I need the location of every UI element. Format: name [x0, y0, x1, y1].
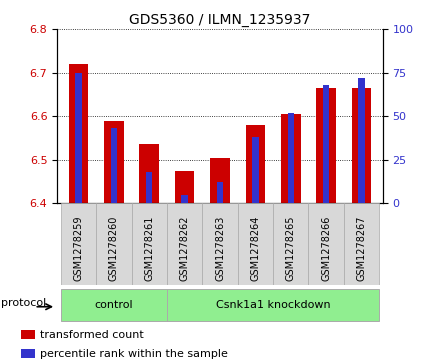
Bar	[22, 330, 35, 339]
Text: GSM1278261: GSM1278261	[144, 216, 154, 281]
Bar	[181, 195, 188, 203]
Bar	[273, 203, 308, 285]
Text: protocol: protocol	[1, 298, 46, 308]
Bar	[281, 114, 301, 203]
Text: GSM1278262: GSM1278262	[180, 216, 190, 281]
Bar	[96, 203, 132, 285]
Bar	[246, 125, 265, 203]
Text: GSM1278267: GSM1278267	[356, 216, 367, 281]
Bar	[146, 172, 152, 203]
Bar	[202, 203, 238, 285]
Bar	[210, 158, 230, 203]
Title: GDS5360 / ILMN_1235937: GDS5360 / ILMN_1235937	[129, 13, 311, 26]
Text: transformed count: transformed count	[40, 330, 144, 340]
Bar	[167, 289, 379, 321]
Text: Csnk1a1 knockdown: Csnk1a1 knockdown	[216, 300, 330, 310]
Bar	[110, 129, 117, 203]
Bar	[252, 137, 259, 203]
Bar	[167, 203, 202, 285]
Text: GSM1278260: GSM1278260	[109, 216, 119, 281]
Bar	[323, 85, 330, 203]
Bar	[359, 78, 365, 203]
Text: GSM1278259: GSM1278259	[73, 216, 84, 281]
Bar	[61, 289, 167, 321]
Text: GSM1278265: GSM1278265	[286, 216, 296, 281]
Text: control: control	[95, 300, 133, 310]
Bar	[217, 182, 223, 203]
Bar	[75, 73, 82, 203]
Bar	[308, 203, 344, 285]
Text: GSM1278264: GSM1278264	[250, 216, 260, 281]
Bar	[352, 88, 371, 203]
Text: percentile rank within the sample: percentile rank within the sample	[40, 348, 228, 359]
Bar	[238, 203, 273, 285]
Bar	[344, 203, 379, 285]
Bar	[104, 121, 124, 203]
Bar	[175, 171, 194, 203]
Bar	[22, 349, 35, 358]
Bar	[61, 203, 96, 285]
Bar	[132, 203, 167, 285]
Bar	[69, 64, 88, 203]
Bar	[139, 144, 159, 203]
Bar	[288, 113, 294, 203]
Bar	[316, 88, 336, 203]
Text: GSM1278263: GSM1278263	[215, 216, 225, 281]
Text: GSM1278266: GSM1278266	[321, 216, 331, 281]
